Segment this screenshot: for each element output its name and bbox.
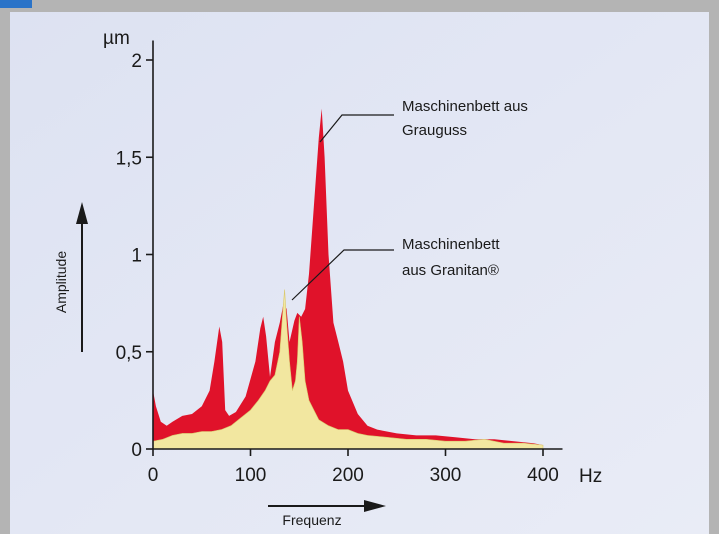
x-unit-label: Hz [579, 466, 602, 487]
corner-marker [0, 0, 32, 8]
callout-granitan-line-2: aus Granitan® [402, 262, 499, 279]
y-tick-label: 1,5 [116, 148, 142, 169]
y-unit-label: µm [103, 28, 130, 49]
callout-grauguss-line-1: Maschinenbett aus [402, 98, 528, 115]
x-axis-arrow [268, 500, 386, 512]
callout-grauguss-line-2: Grauguss [402, 122, 467, 139]
callout-granitan: Maschinenbett aus Granitan® [291, 236, 500, 301]
callout-grauguss: Maschinenbett aus Grauguss [319, 98, 528, 143]
tick-marks: 0 0,5 1 1,5 2 0 100 200 300 400 [116, 51, 559, 486]
x-axis-title: Frequenz [282, 512, 341, 528]
series-area-grauguss [153, 108, 543, 449]
axes [152, 40, 563, 450]
x-tick-label: 400 [527, 465, 559, 486]
y-tick-label: 0 [131, 440, 142, 461]
y-axis-title: Amplitude [53, 251, 69, 313]
callout-granitan-line-1: Maschinenbett [402, 236, 500, 253]
x-tick-label: 100 [235, 465, 267, 486]
y-tick-label: 2 [131, 51, 142, 72]
x-tick-label: 200 [332, 465, 364, 486]
x-tick-label: 300 [430, 465, 462, 486]
plot-background [10, 12, 709, 534]
y-tick-label: 0,5 [116, 343, 142, 364]
y-tick-label: 1 [131, 246, 142, 267]
x-tick-label: 0 [148, 465, 159, 486]
y-axis-arrow [76, 202, 88, 352]
series-area-granitan [152, 289, 544, 450]
series-areas [152, 108, 544, 450]
